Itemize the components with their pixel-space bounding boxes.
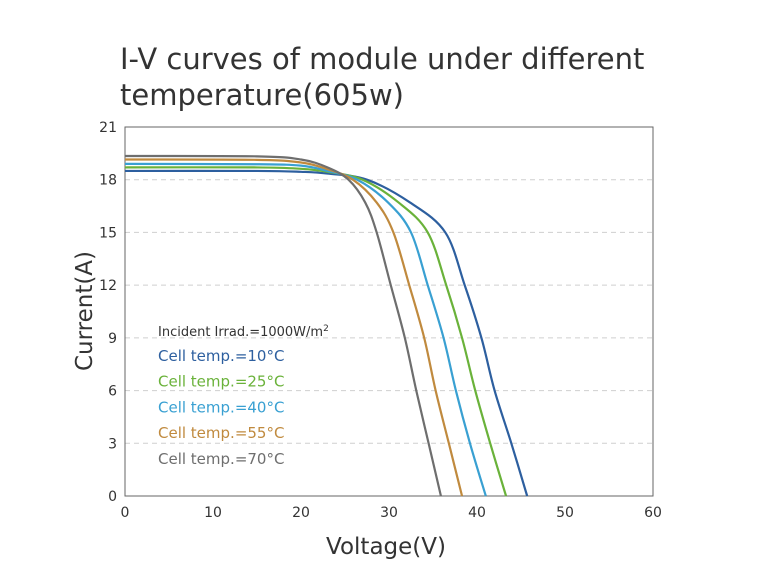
x-tick-label: 40 [468,505,486,521]
legend-entry: Cell temp.=70°C [158,450,284,468]
y-tick-label: 21 [99,120,117,136]
x-axis-ticks: 0 10 20 30 40 50 60 [121,505,662,521]
y-tick-label: 15 [99,225,117,241]
series-line-4 [124,154,442,497]
y-tick-label: 9 [108,331,117,347]
y-tick-label: 0 [108,489,117,505]
chart-title-line-1: I-V curves of module under different [120,42,644,76]
legend-entry: Cell temp.=10°C [158,347,284,365]
x-tick-label: 20 [292,505,310,521]
y-tick-label: 18 [99,173,117,189]
series-line-2 [124,162,487,497]
gridlines [125,179,653,444]
series-line-0 [124,169,529,497]
x-tick-label: 10 [204,505,222,521]
y-axis-ticks: 0 3 6 9 12 15 18 21 [99,120,117,505]
chart-title-line-2: temperature(605w) [120,78,404,112]
legend-entry: Cell temp.=40°C [158,398,284,416]
legend-entry: Cell temp.=25°C [158,373,284,391]
legend: Cell temp.=10°C Cell temp.=25°C Cell temp.… [158,347,284,468]
x-tick-label: 50 [556,505,574,521]
y-axis-label: Current(A) [72,251,98,371]
y-tick-label: 3 [108,436,117,452]
x-tick-label: 60 [644,505,662,521]
curves [124,154,529,497]
x-tick-label: 0 [121,505,130,521]
y-tick-label: 6 [108,384,117,400]
x-tick-label: 30 [380,505,398,521]
x-axis-label: Voltage(V) [326,534,446,560]
series-line-3 [124,158,464,497]
irradiance-annotation: Incident Irrad.=1000W/m2 [158,324,329,340]
series-line-1 [124,166,508,497]
y-tick-label: 12 [99,278,117,294]
plot-frame [124,126,654,497]
legend-entry: Cell temp.=55°C [158,424,284,442]
